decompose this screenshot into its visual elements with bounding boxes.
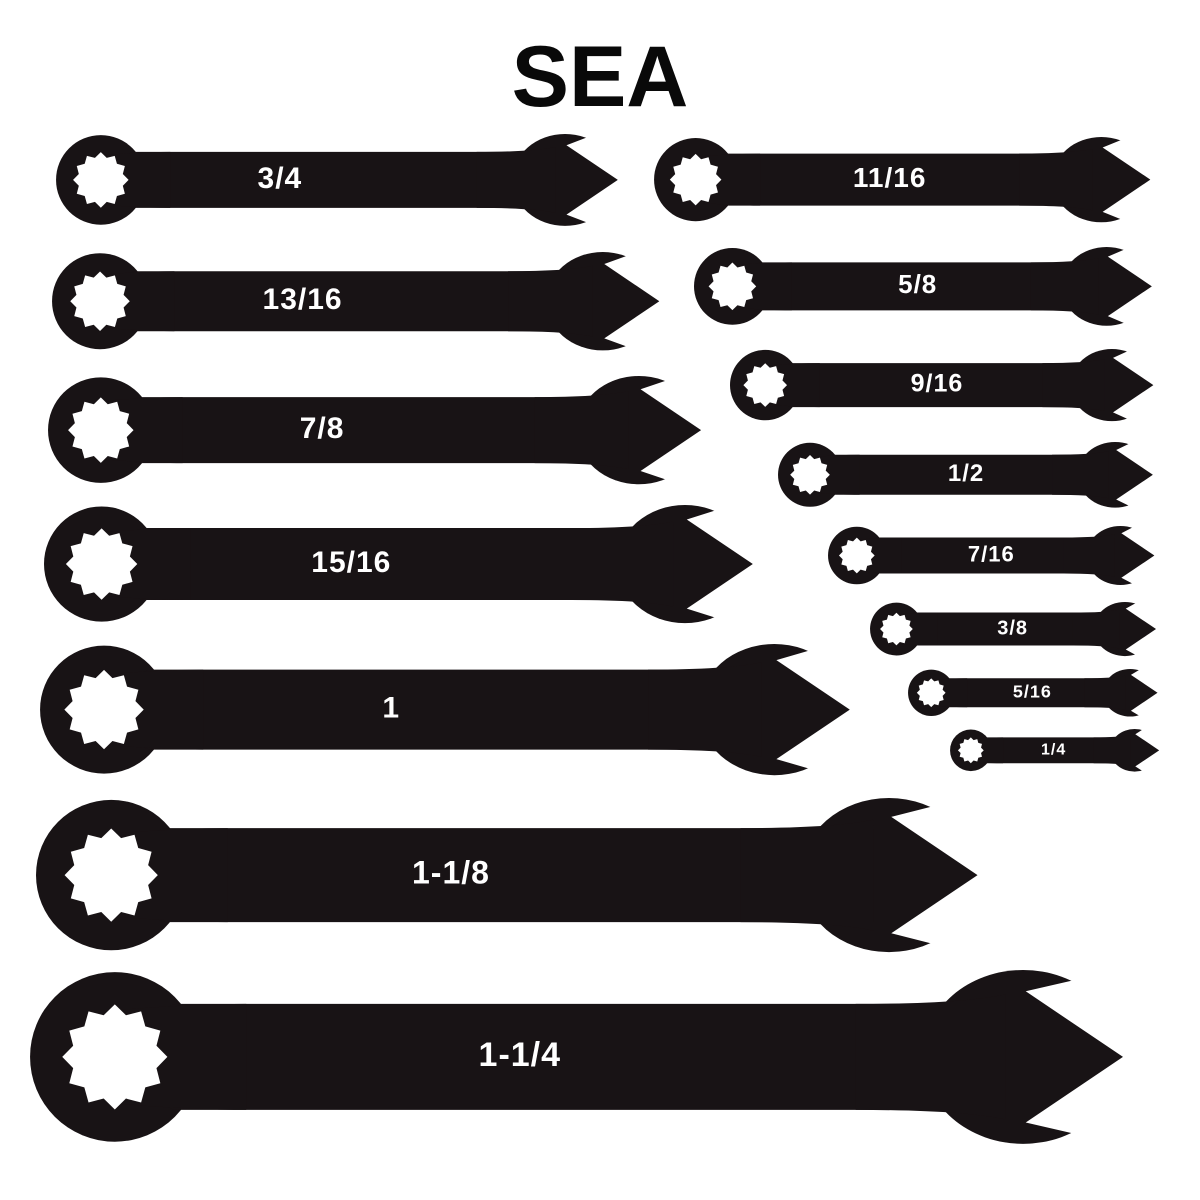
wrench-size-label: 1/2 [948, 460, 984, 487]
wrench-w-38: 3/8 [870, 600, 1160, 658]
wrench-w-114: 1-1/4 [30, 968, 1136, 1146]
wrench-w-58: 5/8 [694, 245, 1158, 328]
wrench-svg: 3/8 [870, 600, 1160, 658]
wrench-w-916: 9/16 [730, 347, 1159, 423]
wrench-size-label: 7/16 [968, 541, 1015, 566]
wrench-svg: 1 [40, 642, 860, 777]
wrench-size-label: 1-1/8 [412, 855, 490, 891]
wrench-w-516: 5/16 [908, 667, 1161, 719]
wrench-svg: 5/8 [694, 245, 1158, 328]
wrench-w-1516: 15/16 [44, 503, 762, 625]
wrench-size-label: 1 [382, 692, 400, 725]
wrench-size-label: 1/4 [1041, 742, 1066, 759]
wrench-body [40, 644, 850, 775]
wrench-w-1316: 13/16 [52, 250, 667, 352]
wrench-svg: 1-1/4 [30, 968, 1136, 1146]
wrench-size-label: 9/16 [911, 370, 964, 398]
wrench-w-34: 3/4 [56, 132, 625, 228]
wrench-body [44, 505, 753, 623]
wrench-svg: 15/16 [44, 503, 762, 625]
wrench-svg: 1/2 [778, 440, 1158, 510]
wrench-w-716: 7/16 [828, 524, 1159, 587]
wrench-svg: 1-1/8 [36, 796, 989, 954]
wrench-w-12: 1/2 [778, 440, 1158, 510]
wrench-w-1: 1 [40, 642, 860, 777]
wrench-w-78: 7/8 [48, 374, 709, 486]
wrench-size-label: 13/16 [263, 283, 343, 316]
wrench-svg: 5/16 [908, 667, 1161, 719]
wrench-svg: 11/16 [654, 135, 1157, 224]
wrench-size-label: 3/4 [258, 162, 303, 195]
wrench-svg: 9/16 [730, 347, 1159, 423]
wrench-size-label: 5/16 [1013, 682, 1052, 702]
wrench-size-label: 11/16 [853, 162, 926, 193]
wrench-size-label: 3/8 [997, 617, 1028, 639]
wrench-body [52, 252, 659, 350]
wrench-svg: 13/16 [52, 250, 667, 352]
wrench-size-label: 1-1/4 [479, 1036, 561, 1074]
wrench-w-1116: 11/16 [654, 135, 1157, 224]
wrench-svg: 7/8 [48, 374, 709, 486]
wrench-svg: 3/4 [56, 132, 625, 228]
wrench-w-14: 1/4 [950, 727, 1162, 774]
wrench-size-label: 5/8 [898, 269, 937, 299]
wrench-svg: 1/4 [950, 727, 1162, 774]
wrench-w-118: 1-1/8 [36, 796, 989, 954]
wrench-body [30, 970, 1123, 1144]
wrench-size-label: 15/16 [311, 546, 391, 579]
wrench-body [48, 376, 701, 484]
wrench-body [36, 798, 978, 952]
page-title: SEA [0, 28, 1200, 127]
wrench-body [56, 134, 618, 226]
wrench-size-label: 7/8 [300, 412, 345, 445]
wrench-svg: 7/16 [828, 524, 1159, 587]
